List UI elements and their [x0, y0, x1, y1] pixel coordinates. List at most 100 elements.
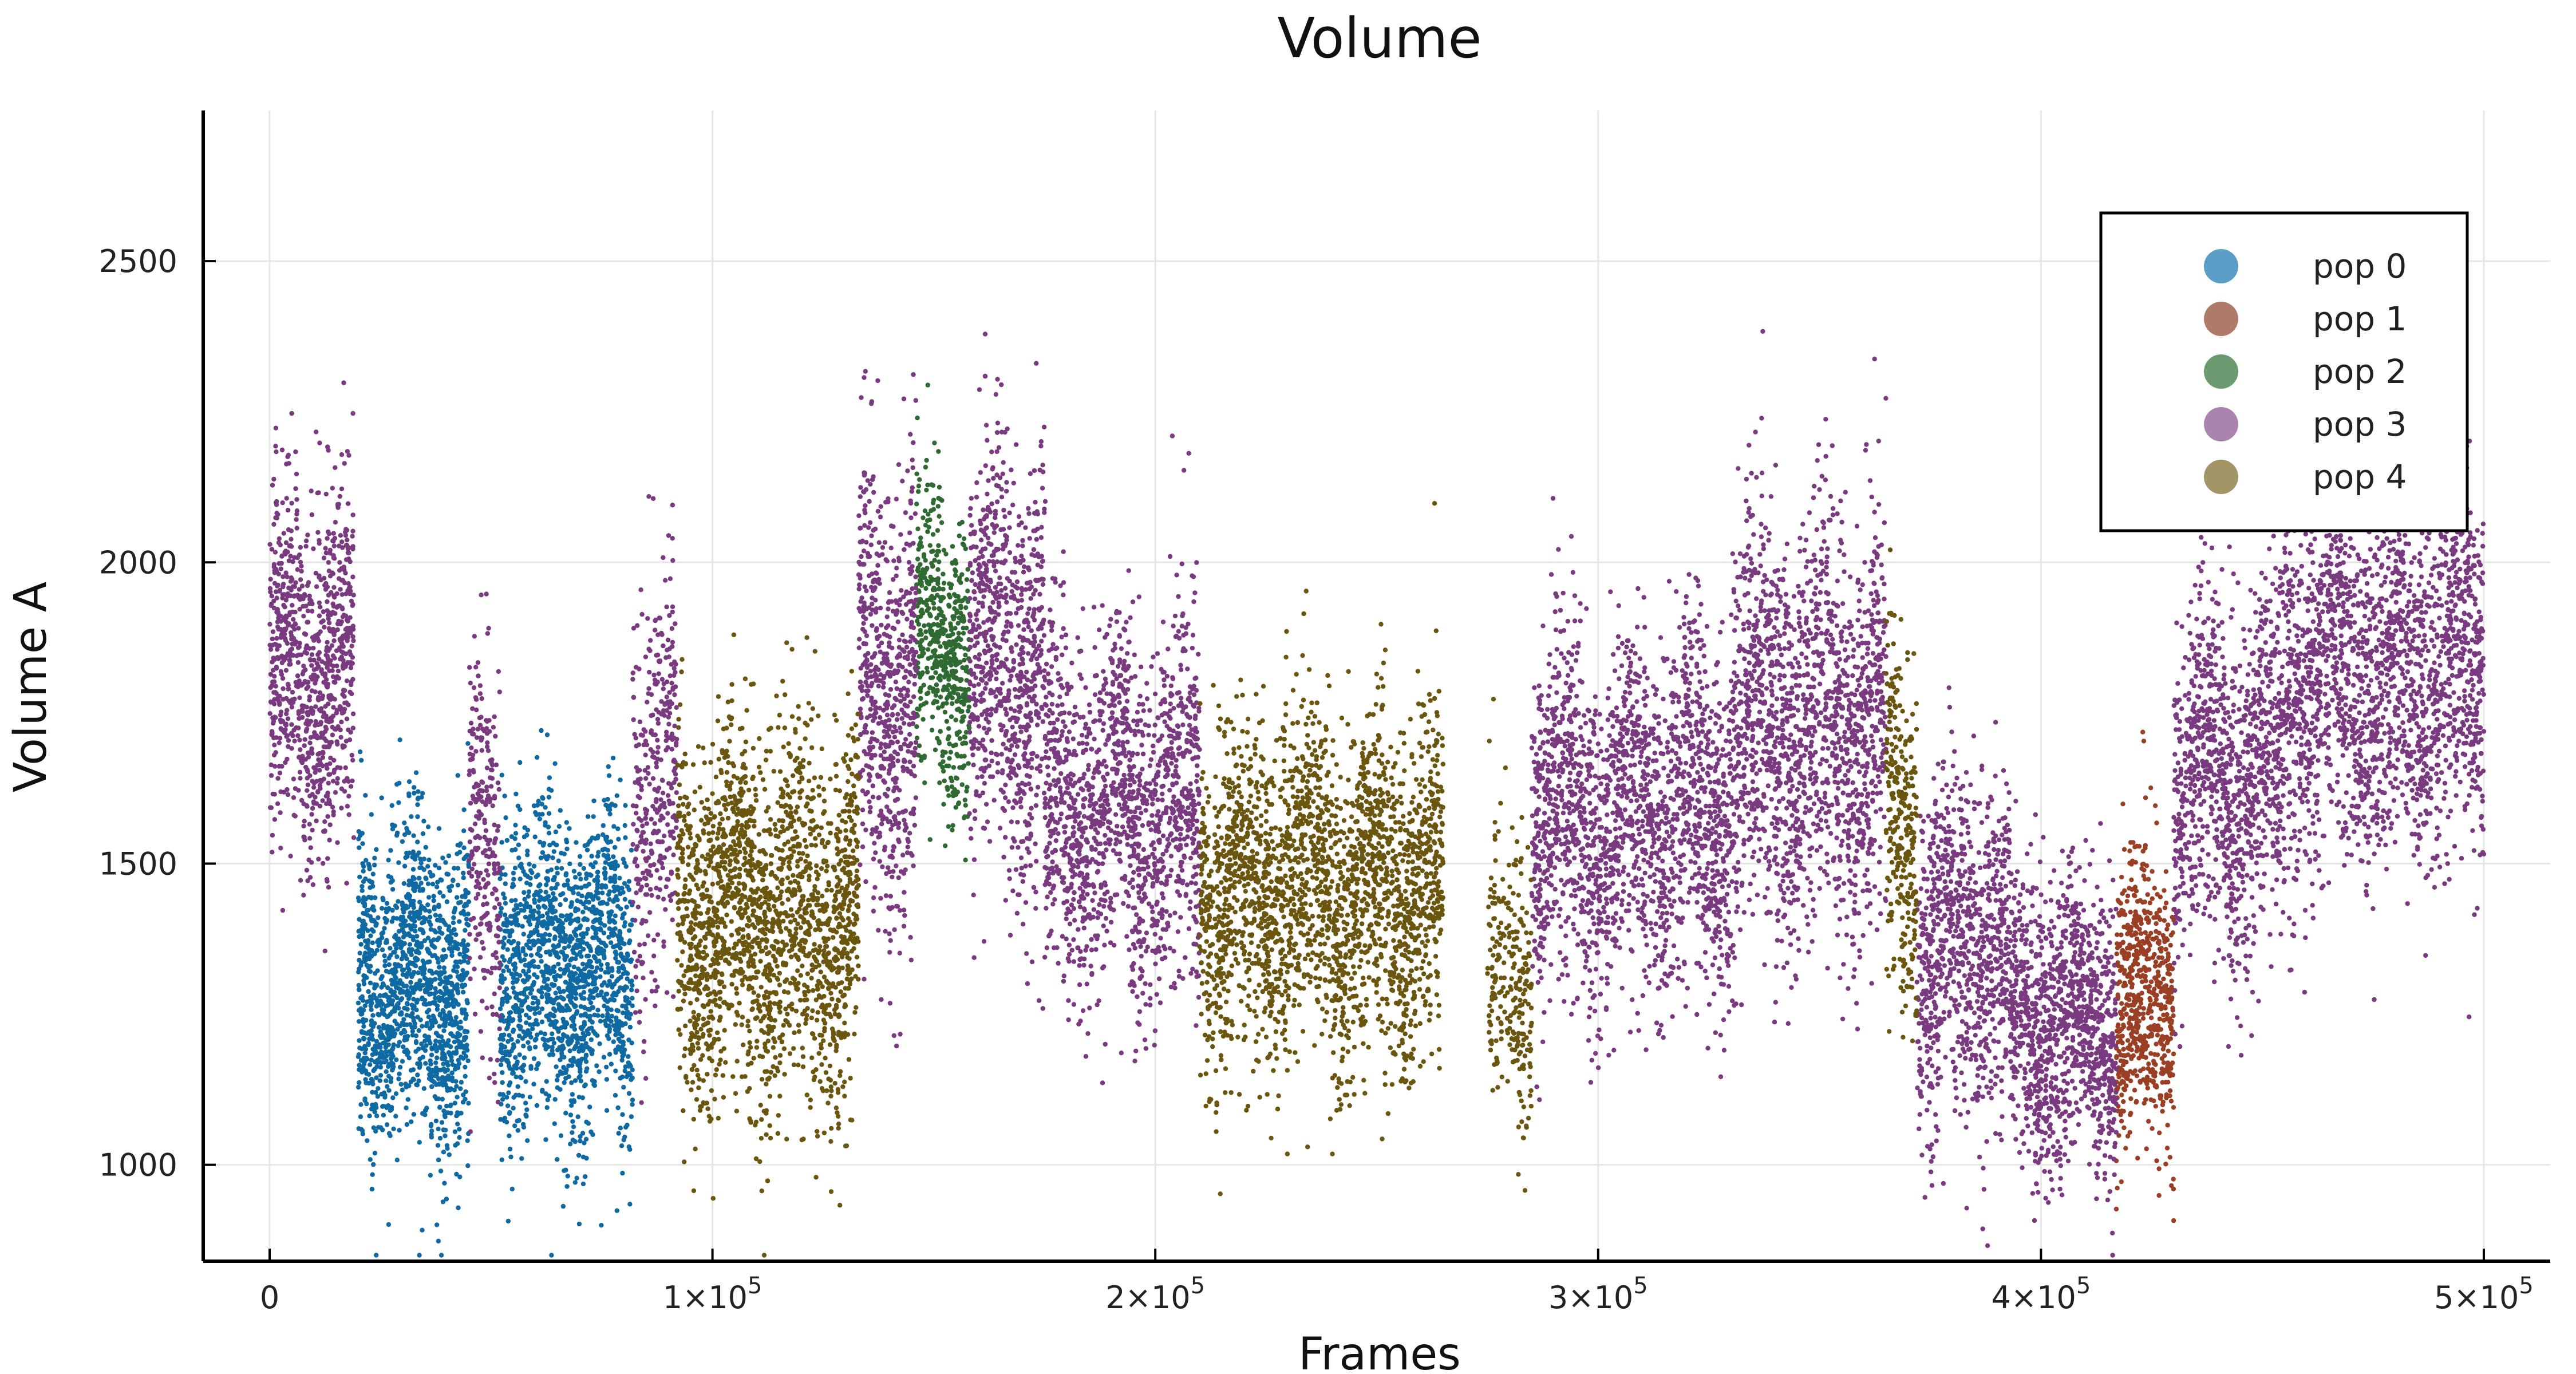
data-point — [310, 792, 315, 797]
data-point — [366, 1072, 372, 1077]
data-point — [2166, 922, 2171, 927]
data-point — [2161, 976, 2166, 982]
data-point — [402, 820, 407, 826]
data-point — [595, 854, 600, 859]
data-point — [444, 1103, 449, 1109]
data-point — [357, 1063, 362, 1068]
data-point — [2148, 1024, 2154, 1029]
data-point — [546, 811, 552, 816]
data-point — [567, 981, 572, 986]
data-point — [568, 1098, 574, 1103]
data-point — [386, 858, 391, 863]
data-point — [921, 682, 926, 688]
data-point — [962, 797, 968, 803]
data-point — [613, 1032, 618, 1037]
data-point — [923, 464, 929, 470]
data-point — [273, 684, 278, 689]
data-point — [381, 993, 386, 998]
data-point — [511, 962, 516, 968]
data-point — [372, 1151, 378, 1156]
data-point — [409, 990, 414, 995]
data-point — [300, 672, 305, 677]
data-point — [436, 866, 442, 871]
data-point — [630, 996, 635, 1001]
data-point — [359, 1030, 365, 1035]
data-point — [958, 580, 963, 585]
data-point — [305, 751, 311, 756]
data-point — [461, 938, 466, 943]
data-point — [330, 485, 335, 491]
data-point — [544, 1105, 550, 1110]
data-point — [610, 755, 616, 761]
data-point — [932, 440, 937, 445]
data-point — [276, 626, 281, 632]
data-point — [539, 1006, 545, 1012]
data-point — [400, 900, 405, 906]
data-point — [409, 927, 414, 932]
data-point — [337, 568, 342, 573]
data-point — [622, 1068, 627, 1073]
data-point — [2118, 1011, 2124, 1016]
data-point — [500, 954, 505, 960]
data-point — [361, 1024, 366, 1029]
data-point — [2127, 886, 2132, 891]
data-point — [380, 974, 385, 979]
data-point — [339, 452, 345, 457]
data-point — [922, 780, 927, 785]
data-point — [570, 956, 575, 961]
data-point — [406, 947, 412, 952]
data-point — [952, 606, 957, 611]
data-point — [2127, 1016, 2132, 1021]
data-point — [441, 1127, 446, 1132]
data-point — [372, 855, 377, 861]
data-point — [2154, 929, 2159, 934]
data-point — [440, 1096, 445, 1102]
data-point — [334, 675, 339, 681]
data-point — [350, 574, 355, 579]
data-point — [943, 661, 948, 667]
data-point — [326, 695, 331, 700]
data-point — [517, 1052, 522, 1057]
data-point — [2146, 1061, 2151, 1067]
data-point — [629, 847, 634, 853]
data-point — [437, 1136, 443, 1141]
data-point — [527, 922, 533, 927]
data-point — [345, 776, 350, 781]
data-point — [606, 1036, 611, 1041]
data-point — [966, 761, 971, 766]
data-point — [344, 557, 349, 562]
data-point — [402, 1049, 407, 1055]
data-point — [2164, 1146, 2170, 1151]
data-point — [429, 1047, 434, 1052]
data-point — [406, 914, 412, 919]
data-point — [343, 765, 348, 771]
data-point — [530, 1001, 536, 1006]
data-point — [608, 803, 613, 808]
data-point — [2157, 1130, 2162, 1136]
data-point — [621, 1010, 626, 1016]
data-point — [937, 780, 942, 785]
data-point — [294, 517, 299, 522]
data-point — [309, 609, 315, 614]
data-point — [937, 559, 942, 564]
data-point — [587, 839, 592, 844]
data-point — [558, 1057, 563, 1063]
data-point — [630, 983, 635, 988]
data-point — [966, 708, 971, 714]
data-point — [449, 949, 455, 954]
data-point — [362, 1036, 367, 1041]
data-point — [414, 853, 420, 858]
data-point — [290, 603, 295, 608]
data-point — [458, 1020, 463, 1025]
data-point — [432, 905, 437, 910]
data-point — [331, 555, 337, 560]
data-point — [280, 500, 285, 506]
data-point — [522, 825, 527, 830]
data-point — [381, 1112, 386, 1118]
data-point — [273, 425, 279, 431]
data-point — [521, 1055, 527, 1060]
data-point — [396, 860, 401, 866]
data-point — [540, 1089, 545, 1094]
data-point — [2168, 1026, 2174, 1032]
data-point — [568, 1112, 574, 1118]
